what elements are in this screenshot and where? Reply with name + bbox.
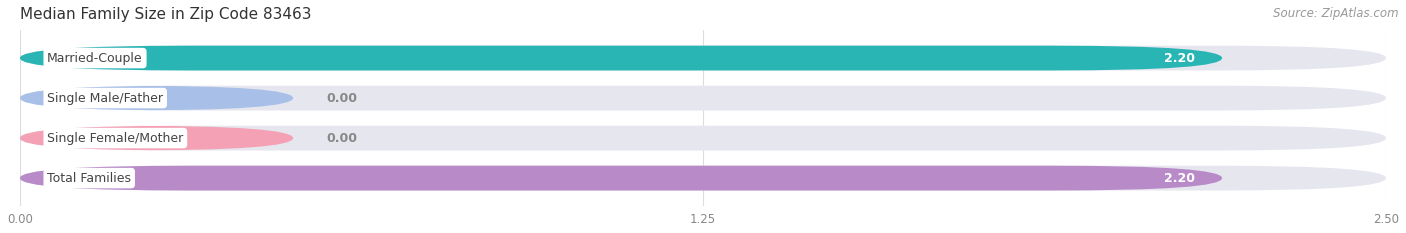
FancyBboxPatch shape (20, 166, 1386, 191)
Text: Married-Couple: Married-Couple (48, 51, 143, 65)
Text: Median Family Size in Zip Code 83463: Median Family Size in Zip Code 83463 (20, 7, 311, 22)
Text: Single Female/Mother: Single Female/Mother (48, 132, 183, 145)
FancyBboxPatch shape (20, 86, 292, 110)
FancyBboxPatch shape (20, 126, 292, 151)
Text: 0.00: 0.00 (326, 132, 357, 145)
Text: 0.00: 0.00 (326, 92, 357, 105)
FancyBboxPatch shape (20, 46, 1386, 70)
FancyBboxPatch shape (20, 46, 1222, 70)
Text: Single Male/Father: Single Male/Father (48, 92, 163, 105)
Text: 2.20: 2.20 (1164, 51, 1195, 65)
Text: 2.20: 2.20 (1164, 171, 1195, 185)
FancyBboxPatch shape (20, 126, 1386, 151)
Text: Source: ZipAtlas.com: Source: ZipAtlas.com (1274, 7, 1399, 20)
Text: Total Families: Total Families (48, 171, 131, 185)
FancyBboxPatch shape (20, 86, 1386, 110)
FancyBboxPatch shape (20, 166, 1222, 191)
